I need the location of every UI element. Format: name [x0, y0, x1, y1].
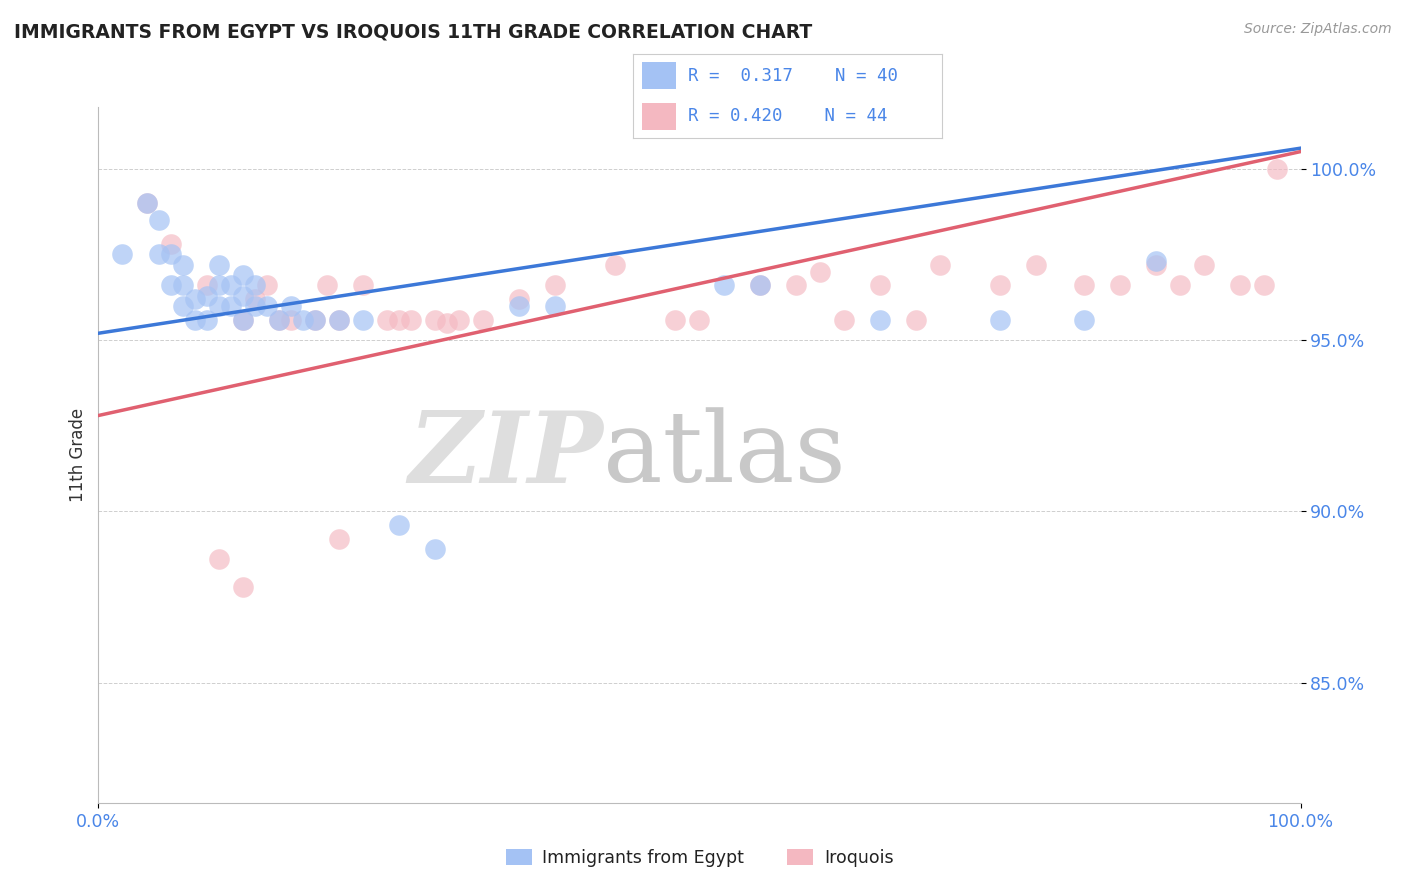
Bar — [643, 103, 676, 130]
Point — [172, 299, 194, 313]
Point — [256, 299, 278, 313]
Point — [785, 278, 807, 293]
Text: R = 0.420    N = 44: R = 0.420 N = 44 — [689, 107, 887, 125]
Point — [1073, 278, 1095, 293]
Point — [423, 542, 446, 557]
Point — [1109, 278, 1132, 293]
Text: atlas: atlas — [603, 407, 846, 503]
Point — [388, 518, 411, 533]
Point — [280, 312, 302, 326]
Point — [1265, 161, 1288, 176]
Point — [267, 312, 290, 326]
Point — [208, 299, 231, 313]
Point — [183, 312, 205, 326]
Point — [748, 278, 770, 293]
Point — [1073, 312, 1095, 326]
Point — [423, 312, 446, 326]
Text: ZIP: ZIP — [408, 407, 603, 503]
Point — [436, 316, 458, 330]
Text: Source: ZipAtlas.com: Source: ZipAtlas.com — [1244, 22, 1392, 37]
Text: IMMIGRANTS FROM EGYPT VS IROQUOIS 11TH GRADE CORRELATION CHART: IMMIGRANTS FROM EGYPT VS IROQUOIS 11TH G… — [14, 22, 813, 41]
Point — [208, 278, 231, 293]
Point — [232, 312, 254, 326]
Point — [328, 312, 350, 326]
Point — [208, 552, 231, 566]
Point — [195, 288, 218, 302]
Point — [159, 278, 181, 293]
Point — [869, 312, 891, 326]
Point — [605, 258, 627, 272]
Point — [352, 278, 374, 293]
Point — [280, 299, 302, 313]
Point — [315, 278, 337, 293]
Point — [988, 312, 1011, 326]
Point — [447, 312, 470, 326]
Point — [472, 312, 495, 326]
Legend: Immigrants from Egypt, Iroquois: Immigrants from Egypt, Iroquois — [499, 842, 900, 874]
Point — [243, 278, 266, 293]
Point — [148, 213, 170, 227]
Point — [328, 312, 350, 326]
Point — [1253, 278, 1275, 293]
Point — [304, 312, 326, 326]
Point — [232, 580, 254, 594]
Point — [808, 264, 831, 278]
Point — [664, 312, 686, 326]
Point — [1194, 258, 1216, 272]
Point — [1144, 254, 1167, 268]
Point — [1025, 258, 1047, 272]
Bar — [643, 62, 676, 89]
Point — [688, 312, 710, 326]
Point — [375, 312, 398, 326]
Point — [267, 312, 290, 326]
Point — [219, 299, 242, 313]
Point — [508, 292, 530, 306]
Point — [243, 299, 266, 313]
Point — [243, 292, 266, 306]
Point — [219, 278, 242, 293]
Point — [195, 278, 218, 293]
Point — [508, 299, 530, 313]
Point — [232, 288, 254, 302]
Point — [232, 268, 254, 282]
Point — [544, 299, 567, 313]
Point — [159, 247, 181, 261]
Point — [388, 312, 411, 326]
Point — [748, 278, 770, 293]
Point — [988, 278, 1011, 293]
Point — [183, 292, 205, 306]
Point — [904, 312, 927, 326]
Point — [328, 532, 350, 546]
Point — [291, 312, 314, 326]
Point — [135, 196, 157, 211]
Point — [195, 312, 218, 326]
Point — [159, 237, 181, 252]
Point — [399, 312, 422, 326]
Point — [869, 278, 891, 293]
Point — [172, 258, 194, 272]
Point — [148, 247, 170, 261]
Text: R =  0.317    N = 40: R = 0.317 N = 40 — [689, 67, 898, 85]
Point — [1144, 258, 1167, 272]
Point — [832, 312, 855, 326]
Point — [1229, 278, 1251, 293]
Point — [304, 312, 326, 326]
Point — [135, 196, 157, 211]
Point — [172, 278, 194, 293]
Point — [352, 312, 374, 326]
Point — [111, 247, 134, 261]
Point — [544, 278, 567, 293]
Point — [1170, 278, 1192, 293]
Point — [208, 258, 231, 272]
Point — [928, 258, 950, 272]
Point — [713, 278, 735, 293]
Point — [256, 278, 278, 293]
Y-axis label: 11th Grade: 11th Grade — [69, 408, 87, 502]
Point — [232, 312, 254, 326]
